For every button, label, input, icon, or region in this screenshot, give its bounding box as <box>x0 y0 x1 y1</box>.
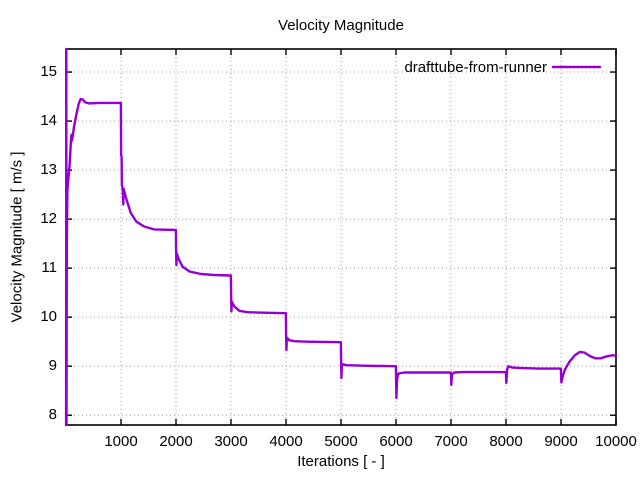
x-tick-label: 8000 <box>489 433 523 450</box>
x-tick-label: 1000 <box>104 433 138 450</box>
y-tick-label: 11 <box>41 259 57 277</box>
x-tick-label: 4000 <box>269 433 303 450</box>
legend: drafttube-from-runner <box>404 59 547 76</box>
series-line-drafttube-from-runner <box>64 47 618 427</box>
y-tick-label: 8 <box>48 406 57 424</box>
y-tick-label: 13 <box>40 161 57 179</box>
x-axis-label: Iterations [ - ] <box>297 453 385 470</box>
y-tick-label: 15 <box>40 63 57 81</box>
y-tick-label: 14 <box>40 112 57 130</box>
x-tick-label: 2000 <box>159 433 193 450</box>
x-tick-label: 9000 <box>544 433 578 450</box>
y-tick-label: 10 <box>40 308 57 326</box>
x-tick-label: 5000 <box>324 433 358 450</box>
x-tick-label: 7000 <box>434 433 468 450</box>
y-tick-label: 9 <box>48 357 57 375</box>
chart-title: Velocity Magnitude <box>278 17 404 34</box>
x-tick-label: 6000 <box>379 433 413 450</box>
x-tick-label: 10000 <box>595 433 637 450</box>
legend-series-label: drafttube-from-runner <box>404 59 547 76</box>
y-tick-label: 12 <box>40 210 57 228</box>
x-tick-label: 3000 <box>214 433 248 450</box>
